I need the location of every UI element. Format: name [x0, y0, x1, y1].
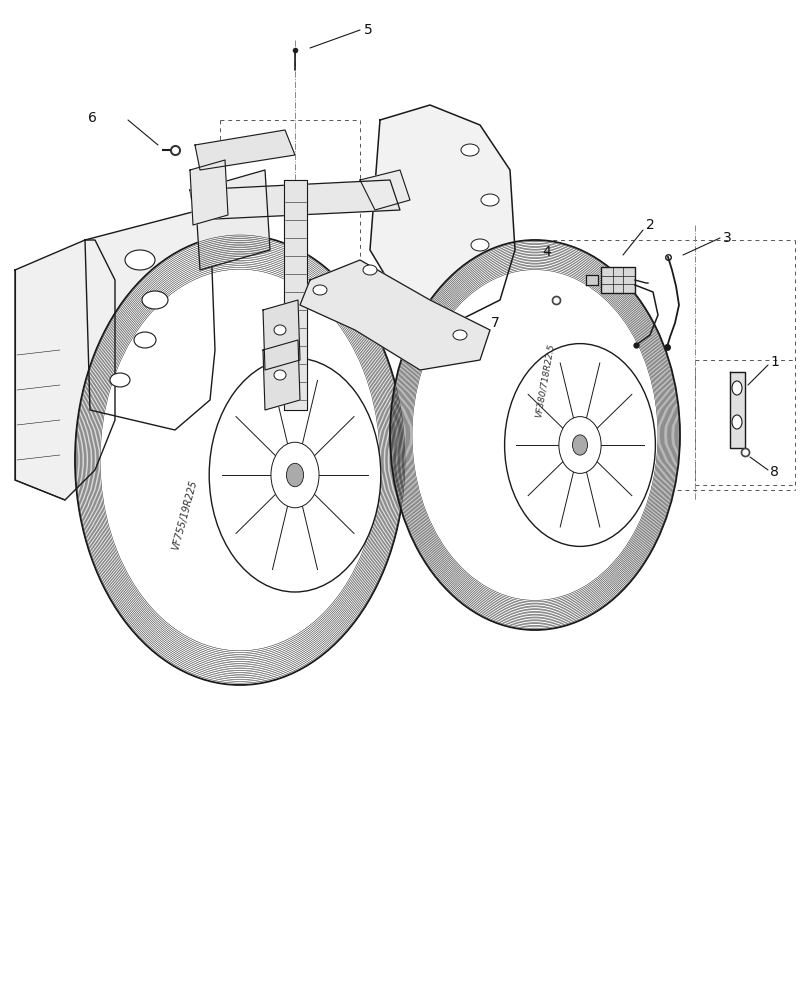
Ellipse shape [461, 144, 478, 156]
Ellipse shape [142, 291, 168, 309]
Polygon shape [85, 210, 215, 430]
Ellipse shape [125, 250, 155, 270]
Polygon shape [195, 170, 270, 270]
Ellipse shape [558, 417, 600, 473]
Ellipse shape [572, 435, 587, 455]
Polygon shape [284, 180, 307, 410]
Polygon shape [263, 340, 299, 410]
Text: 2: 2 [646, 218, 654, 232]
Polygon shape [586, 275, 597, 285]
Polygon shape [729, 372, 744, 448]
Ellipse shape [209, 358, 380, 592]
Polygon shape [263, 300, 299, 370]
Text: 5: 5 [363, 23, 372, 37]
Text: VF380/718R22.5: VF380/718R22.5 [534, 342, 556, 418]
Ellipse shape [286, 463, 303, 487]
Ellipse shape [271, 442, 319, 508]
Text: 4: 4 [541, 245, 550, 259]
Ellipse shape [134, 332, 156, 348]
Ellipse shape [273, 370, 285, 380]
Ellipse shape [312, 285, 327, 295]
Ellipse shape [363, 265, 376, 275]
Ellipse shape [75, 235, 405, 685]
Polygon shape [359, 170, 410, 210]
Text: 7: 7 [491, 316, 500, 330]
Text: 3: 3 [722, 231, 731, 245]
Ellipse shape [731, 381, 741, 395]
Polygon shape [299, 260, 489, 370]
Polygon shape [195, 130, 294, 170]
Ellipse shape [109, 373, 130, 387]
Polygon shape [370, 105, 514, 320]
Text: 8: 8 [769, 465, 778, 479]
Ellipse shape [453, 330, 466, 340]
Text: VF755/19R225: VF755/19R225 [170, 479, 199, 551]
Text: 1: 1 [769, 355, 778, 369]
Ellipse shape [480, 194, 499, 206]
Ellipse shape [504, 344, 654, 546]
Polygon shape [190, 160, 228, 225]
Ellipse shape [273, 325, 285, 335]
Ellipse shape [470, 239, 488, 251]
Ellipse shape [389, 240, 679, 630]
FancyBboxPatch shape [600, 267, 634, 293]
Text: 6: 6 [88, 111, 97, 125]
Polygon shape [15, 240, 115, 500]
Polygon shape [190, 180, 400, 220]
Ellipse shape [731, 415, 741, 429]
